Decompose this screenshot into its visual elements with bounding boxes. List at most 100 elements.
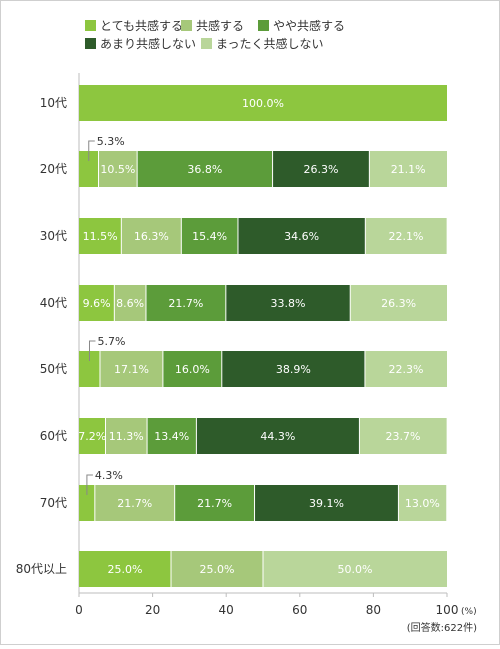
bar-segment <box>79 85 447 121</box>
data-label: 16.0% <box>175 363 210 376</box>
bar-segment <box>98 151 138 187</box>
data-label: 11.5% <box>83 230 118 243</box>
category-label: 20代 <box>40 162 67 176</box>
legend-swatch-4 <box>85 38 96 49</box>
data-label: 9.6% <box>83 297 111 310</box>
legend-label-4: あまり共感しない <box>100 36 196 51</box>
data-label: 36.8% <box>187 163 222 176</box>
data-label: 23.7% <box>386 430 421 443</box>
category-label: 10代 <box>40 96 67 110</box>
data-labels: 10代 100.0% 20代 5.3% 10.5% 36.8% 26.3% 21.1% 30代 1… <box>16 96 440 576</box>
bar-segment <box>94 485 175 521</box>
bar-segment <box>99 351 163 387</box>
bar-segment <box>79 551 171 587</box>
x-axis-unit: (%) <box>461 607 477 617</box>
legend-swatch-3 <box>258 20 269 31</box>
data-label: 33.8% <box>271 297 306 310</box>
bar-segment <box>79 485 95 521</box>
data-label: 34.6% <box>284 230 319 243</box>
leader-line <box>86 474 93 495</box>
category-label: 30代 <box>40 229 67 243</box>
bar-segment <box>364 351 447 387</box>
bar-segment <box>221 351 365 387</box>
data-label: 50.0% <box>338 563 373 576</box>
bar-segment <box>171 551 263 587</box>
chart-footer: (回答数:622件) <box>407 621 477 634</box>
bar-segment <box>147 418 197 454</box>
category-label: 60代 <box>40 429 67 443</box>
x-tick-label: 0 <box>75 603 83 617</box>
bar-segment <box>137 151 273 187</box>
bar-segment <box>225 285 351 321</box>
data-label: 39.1% <box>309 497 344 510</box>
bar-segment <box>121 218 182 254</box>
data-label: 11.3% <box>109 430 144 443</box>
bar-segment <box>114 285 146 321</box>
data-label: 21.7% <box>168 297 203 310</box>
legend-swatch-2 <box>181 20 192 31</box>
category-label: 50代 <box>40 362 67 376</box>
bars <box>79 85 447 587</box>
bar-segment <box>359 418 447 454</box>
data-label: 8.6% <box>116 297 144 310</box>
data-label: 13.4% <box>154 430 189 443</box>
data-label: 7.2% <box>78 430 106 443</box>
data-label: 13.0% <box>405 497 440 510</box>
data-label: 5.3% <box>97 135 125 148</box>
bar-segment <box>196 418 360 454</box>
bar-segment <box>365 218 447 254</box>
bar-segment <box>145 285 226 321</box>
bar-segment <box>254 485 399 521</box>
data-label: 26.3% <box>303 163 338 176</box>
category-label: 40代 <box>40 296 67 310</box>
leader-line <box>88 340 96 361</box>
data-label: 17.1% <box>114 363 149 376</box>
data-label: 21.7% <box>117 497 152 510</box>
data-label: 10.5% <box>100 163 135 176</box>
data-label: 5.7% <box>97 335 125 348</box>
data-label: 4.3% <box>95 469 123 482</box>
bar-segment <box>263 551 447 587</box>
data-label: 100.0% <box>242 97 284 110</box>
data-label: 22.1% <box>388 230 423 243</box>
bar-segment <box>174 485 255 521</box>
bar-segment <box>369 151 447 187</box>
data-label: 15.4% <box>192 230 227 243</box>
legend-label-1: とても共感する <box>100 18 183 33</box>
bar-segment <box>181 218 238 254</box>
data-label: 21.7% <box>197 497 232 510</box>
category-label: 80代以上 <box>16 562 67 576</box>
data-label: 38.9% <box>276 363 311 376</box>
legend-label-2: 共感する <box>196 18 244 33</box>
data-label: 25.0% <box>200 563 235 576</box>
data-label: 22.3% <box>388 363 423 376</box>
bar-segment <box>272 151 370 187</box>
data-label: 21.1% <box>391 163 426 176</box>
data-label: 44.3% <box>260 430 295 443</box>
x-tick-label: 80 <box>366 603 381 617</box>
response-count-note: (回答数:622件) <box>407 621 477 634</box>
x-tick-label: 40 <box>219 603 234 617</box>
data-label: 25.0% <box>108 563 143 576</box>
bar-segment <box>79 351 100 387</box>
bar-segment <box>79 418 106 454</box>
data-label: 26.3% <box>381 297 416 310</box>
bar-segment <box>398 485 447 521</box>
data-label: 16.3% <box>134 230 169 243</box>
legend-swatch-1 <box>85 20 96 31</box>
category-label: 70代 <box>40 496 67 510</box>
x-tick-label: 60 <box>292 603 307 617</box>
bar-segment <box>79 285 115 321</box>
bar-segment <box>105 418 148 454</box>
legend-label-3: やや共感する <box>273 18 345 33</box>
bar-segment <box>79 151 99 187</box>
legend-swatch-5 <box>201 38 212 49</box>
bar-segment <box>162 351 222 387</box>
leader-line <box>88 140 95 161</box>
legend-label-5: まったく共感しない <box>216 36 324 51</box>
bar-segment <box>237 218 366 254</box>
bar-segment <box>350 285 447 321</box>
